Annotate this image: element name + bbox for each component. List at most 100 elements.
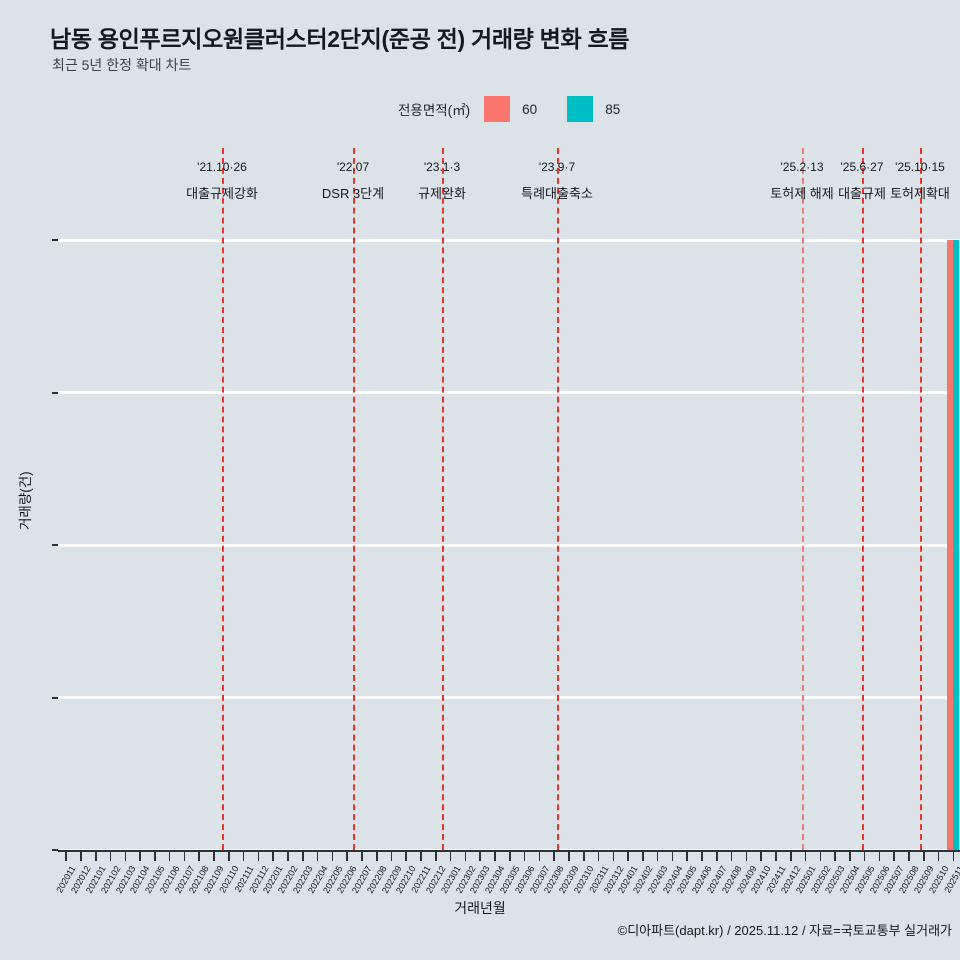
y-tick-mark — [52, 239, 58, 242]
x-tick-mark — [494, 850, 496, 861]
x-tick-mark — [405, 850, 408, 861]
x-tick-mark — [154, 850, 156, 861]
x-tick-mark — [775, 850, 777, 861]
event-text-label: 토허제확대 — [890, 186, 950, 201]
event-date-label: '23.9·7 — [538, 160, 576, 174]
x-tick-mark — [568, 850, 570, 861]
x-axis-title: 거래년월 — [454, 900, 506, 916]
footer-credit: ©디아파트(dapt.kr) / 2025.11.12 / 자료=국토교통부 실… — [617, 923, 952, 938]
page-title: 남동 용인푸르지오원클러스터2단지(준공 전) 거래량 변화 흐름 — [50, 26, 630, 52]
event-line — [920, 148, 922, 850]
x-tick-mark — [908, 850, 910, 861]
x-tick-mark — [863, 850, 866, 861]
x-tick-mark — [435, 850, 437, 861]
event-line — [442, 148, 444, 850]
legend-swatch-85 — [567, 96, 594, 122]
bar — [946, 240, 953, 850]
x-tick-mark — [582, 850, 585, 861]
event-text-label: 규제완화 — [418, 186, 466, 201]
x-tick-mark — [420, 850, 422, 861]
x-tick-mark — [760, 850, 762, 861]
x-tick-mark — [878, 850, 881, 861]
x-tick-mark — [834, 850, 836, 861]
x-tick-mark — [213, 850, 215, 861]
x-tick-mark — [509, 850, 511, 861]
x-tick-mark — [361, 850, 363, 861]
x-tick-mark — [686, 850, 689, 861]
event-text-label: 대출규제강화 — [186, 186, 258, 201]
x-tick-mark — [331, 850, 334, 861]
x-tick-mark — [671, 850, 674, 861]
x-tick-mark — [139, 850, 141, 861]
x-tick-mark — [301, 850, 304, 861]
x-tick-mark — [523, 850, 526, 861]
x-tick-mark — [612, 850, 615, 861]
x-tick-mark — [464, 850, 467, 861]
event-date-label: '25.6·27 — [840, 160, 884, 174]
event-text-label: 특례대출축소 — [521, 186, 593, 201]
event-date-label: '23.1·3 — [423, 160, 461, 174]
x-tick-mark — [701, 850, 703, 861]
x-tick-mark — [553, 850, 555, 861]
x-tick-mark — [716, 850, 718, 861]
bar — [952, 240, 959, 850]
y-tick-mark — [52, 849, 58, 851]
x-tick-mark — [375, 850, 378, 861]
legend: 전용면적(㎡) 60 85 — [398, 96, 620, 122]
x-tick-mark — [538, 850, 541, 861]
x-tick-mark — [257, 850, 260, 861]
x-tick-mark — [449, 850, 452, 861]
x-tick-mark — [94, 850, 97, 861]
x-tick-mark — [656, 850, 659, 861]
legend-title: 전용면적(㎡) — [398, 103, 471, 118]
event-text-label: 대출규제 — [838, 186, 886, 201]
gridline — [58, 391, 960, 395]
event-line — [353, 148, 355, 850]
x-tick-mark — [390, 850, 393, 861]
x-tick-mark — [642, 850, 644, 861]
x-tick-mark — [804, 850, 807, 861]
event-line — [557, 148, 559, 850]
gridline — [58, 696, 960, 700]
x-tick-mark — [198, 850, 201, 861]
x-tick-mark — [627, 850, 629, 861]
event-line — [802, 148, 804, 850]
x-tick-mark — [849, 850, 851, 861]
x-tick-mark — [109, 850, 112, 861]
event-date-label: '25.2·13 — [780, 160, 824, 174]
x-tick-mark — [183, 850, 186, 861]
x-tick-mark — [287, 850, 289, 861]
x-tick-mark — [272, 850, 274, 861]
x-tick-mark — [597, 850, 600, 861]
y-tick-mark — [52, 544, 58, 547]
y-tick-mark — [52, 391, 58, 394]
event-text-label: 토허제 해제 — [770, 186, 834, 201]
gridline — [58, 238, 960, 242]
legend-label-60: 60 — [522, 101, 538, 117]
x-tick-mark — [923, 850, 925, 861]
x-tick-mark — [316, 850, 319, 861]
event-date-label: '22.07 — [336, 160, 370, 174]
gridline — [58, 543, 960, 547]
x-tick-mark — [730, 850, 733, 861]
x-tick-mark — [346, 850, 348, 861]
x-tick-mark — [168, 850, 171, 861]
event-text-label: DSR 3단계 — [321, 186, 385, 201]
y-tick-mark — [52, 696, 58, 699]
event-line — [222, 148, 224, 850]
event-date-label: '25.10·15 — [895, 160, 945, 174]
x-tick-mark — [952, 850, 955, 861]
x-tick-mark — [228, 850, 230, 861]
x-tick-mark — [124, 850, 127, 861]
event-line — [862, 148, 864, 850]
x-tick-mark — [80, 850, 82, 861]
legend-swatch-60 — [484, 96, 511, 122]
x-tick-mark — [479, 850, 482, 861]
x-tick-mark — [789, 850, 792, 861]
x-tick-mark — [937, 850, 940, 861]
x-tick-mark — [893, 850, 896, 861]
event-date-label: '21.10·26 — [197, 160, 247, 174]
x-tick-mark — [242, 850, 245, 861]
x-tick-mark — [745, 850, 748, 861]
